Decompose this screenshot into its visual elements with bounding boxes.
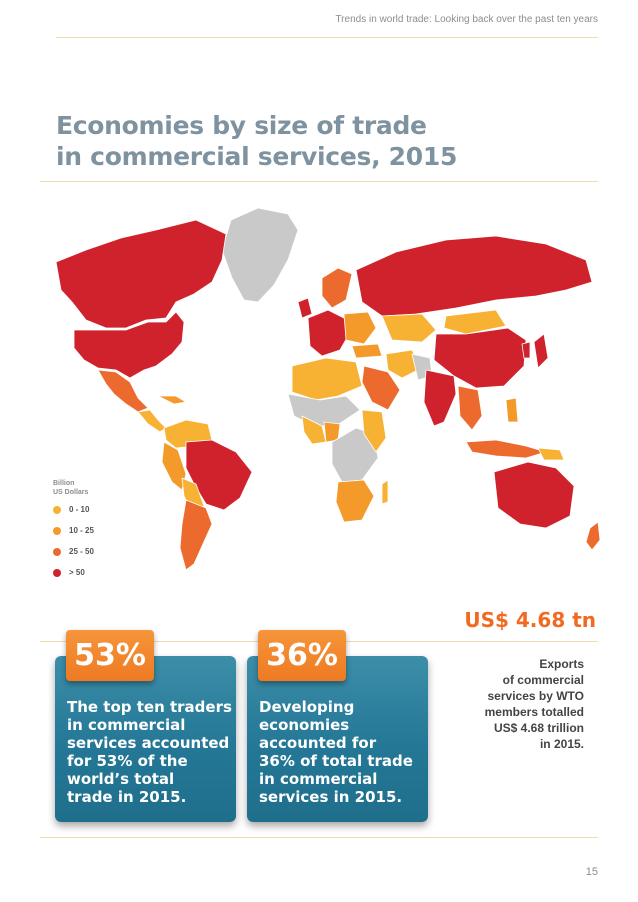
stat-card-line: for 53% of the <box>67 752 188 770</box>
exports-description-line: US$ 4.68 trillion <box>493 721 584 735</box>
map-region-turkey <box>351 343 383 359</box>
map-region-western-europe <box>307 309 349 357</box>
map-region-philippines <box>505 397 519 423</box>
map-region-russia <box>355 235 593 317</box>
legend-label: 0 - 10 <box>69 505 90 514</box>
header-rule <box>56 37 598 38</box>
stat-card-line: accounted for <box>259 734 377 752</box>
map-region-arabia <box>361 365 401 411</box>
stat-badge-53: 53% <box>66 630 154 681</box>
exports-description-line: of commercial <box>502 673 584 687</box>
map-region-scandinavia <box>321 267 353 309</box>
page-title: Economies by size of trade in commercial… <box>56 110 457 172</box>
legend-swatch <box>53 568 61 577</box>
stat-card-line: in commercial <box>67 716 186 734</box>
legend-title-line-2: US Dollars <box>53 489 89 496</box>
map-region-japan <box>533 333 549 369</box>
stat-card-line: The top ten traders <box>67 698 232 716</box>
running-header: Trends in world trade: Looking back over… <box>335 14 598 25</box>
footer-rule <box>40 837 598 838</box>
map-region-uk <box>297 297 313 319</box>
stat-card-text: The top ten traders in commercial servic… <box>67 698 237 806</box>
stat-card-line: Developing <box>259 698 355 716</box>
page-number: 15 <box>585 866 598 878</box>
legend-item-10-25: 10 - 25 <box>53 526 94 535</box>
map-region-north-africa <box>291 357 363 401</box>
stat-card-line: in commercial <box>259 770 378 788</box>
legend-swatch <box>53 505 61 514</box>
stat-card-line: services in 2015. <box>259 788 403 806</box>
legend-item-over-50: > 50 <box>53 568 85 577</box>
stat-badge-36: 36% <box>258 630 346 681</box>
map-region-kazakhstan <box>381 313 437 343</box>
map-region-greenland <box>221 207 299 303</box>
world-map-svg <box>55 207 601 571</box>
map-region-china <box>433 327 527 389</box>
map-region-central-africa <box>331 427 379 483</box>
legend-swatch <box>53 547 61 556</box>
map-region-eastern-europe <box>343 311 377 345</box>
map-region-brazil <box>185 439 253 511</box>
exports-description-line: in 2015. <box>539 737 584 751</box>
map-region-mongolia <box>443 309 507 335</box>
legend-label: 25 - 50 <box>69 547 94 556</box>
stat-card-top-ten: The top ten traders in commercial servic… <box>55 656 236 822</box>
page-title-line-2: in commercial services, 2015 <box>56 142 458 171</box>
total-exports-stat: US$ 4.68 tn <box>464 608 596 632</box>
map-region-argentina-chile <box>179 499 213 571</box>
legend-item-0-10: 0 - 10 <box>53 505 89 514</box>
legend-label: 10 - 25 <box>69 526 94 535</box>
map-region-korea <box>521 341 531 359</box>
map-region-mexico <box>97 369 149 413</box>
exports-description-line: members totalled <box>484 705 584 719</box>
title-rule <box>40 181 598 182</box>
stat-card-line: economies <box>259 716 350 734</box>
map-region-indochina <box>457 385 483 431</box>
map-region-madagascar <box>381 479 389 505</box>
exports-description-line: services by WTO <box>487 689 585 703</box>
legend-title: Billion US Dollars <box>53 479 133 497</box>
map-region-australia <box>493 461 575 529</box>
map-region-india <box>423 369 457 427</box>
map-region-usa <box>73 311 185 379</box>
map-region-west-africa <box>301 415 327 445</box>
map-region-papua <box>537 447 565 461</box>
page-title-line-1: Economies by size of trade <box>56 111 427 140</box>
stat-card-line: services accounted <box>67 734 230 752</box>
legend-label: > 50 <box>69 568 85 577</box>
stat-card-text: Developing economies accounted for 36% o… <box>259 698 429 806</box>
legend-item-25-50: 25 - 50 <box>53 547 94 556</box>
exports-description-line: Exports <box>539 657 584 671</box>
legend-swatch <box>53 526 61 535</box>
stat-card-line: world’s total <box>67 770 175 788</box>
exports-description: Exports of commercial services by WTO me… <box>454 656 584 752</box>
map-region-southern-africa <box>335 479 375 523</box>
map-region-new-zealand <box>585 521 601 551</box>
map-region-indonesia <box>465 439 547 459</box>
stat-card-line: 36% of total trade <box>259 752 413 770</box>
map-region-peru-ecuador <box>161 441 187 491</box>
map-region-central-america <box>137 409 167 433</box>
stat-card-developing: Developing economies accounted for 36% o… <box>247 656 428 822</box>
map-region-east-africa <box>361 409 387 453</box>
map-region-caribbean <box>157 395 187 405</box>
legend-title-line-1: Billion <box>53 480 75 487</box>
map-region-canada <box>55 219 227 329</box>
stat-card-line: trade in 2015. <box>67 788 187 806</box>
world-map <box>26 190 616 580</box>
